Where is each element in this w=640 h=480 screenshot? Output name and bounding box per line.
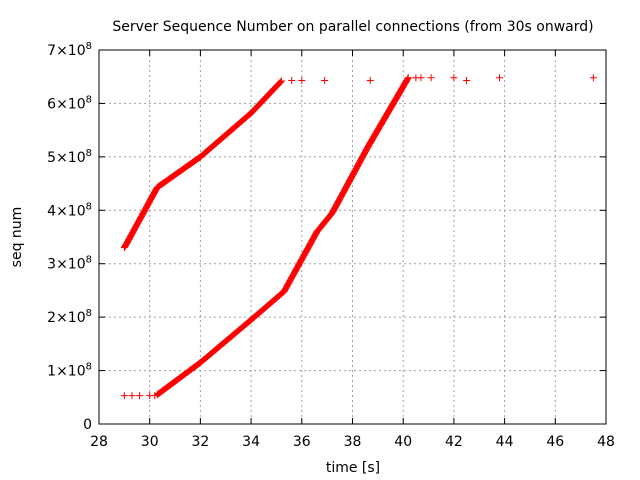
data-point [298,76,306,84]
data-point [128,392,136,400]
y-tick-exponent: 8 [86,148,92,159]
y-tick-exponent: 8 [86,308,92,319]
x-tick-label: 28 [90,434,108,450]
x-tick-label: 48 [597,434,615,450]
data-points [120,74,597,400]
y-tick-label: 1×108 [47,362,92,380]
x-tick-label: 40 [394,434,412,450]
x-tick-label: 34 [242,434,260,450]
data-point [366,76,374,84]
y-tick-mantissa: 3×10 [47,257,85,273]
x-tick-label: 46 [546,434,564,450]
x-tick-label: 36 [293,434,311,450]
x-tick-label: 30 [141,434,159,450]
y-tick-mantissa: 7×10 [47,43,85,59]
y-tick-label: 0 [83,417,92,433]
y-tick-mantissa: 0 [83,417,92,433]
data-point [288,76,296,84]
y-tick-exponent: 8 [86,362,92,373]
y-tick-label: 2×108 [47,308,92,326]
dense-segment-markers [120,77,286,252]
y-tick-mantissa: 1×10 [47,364,85,380]
y-tick-mantissa: 5×10 [47,150,85,166]
data-point [136,392,144,400]
y-tick-label: 5×108 [47,148,92,166]
data-point [321,76,329,84]
x-tick-label: 38 [344,434,362,450]
data-point [496,74,504,82]
x-tick-label: 42 [445,434,463,450]
data-point [151,392,159,400]
data-point [427,74,435,82]
y-tick-mantissa: 2×10 [47,310,85,326]
data-point [589,74,597,82]
y-tick-exponent: 8 [86,41,92,52]
axis-ticks: 28 30 32 34 36 38 40 42 44 46 4801×1082×1083×1084×… [47,41,615,450]
data-point [450,74,458,82]
y-tick-mantissa: 6×10 [47,96,85,112]
y-tick-exponent: 8 [86,255,92,266]
y-tick-label: 3×108 [47,255,92,273]
y-tick-mantissa: 4×10 [47,203,85,219]
dense-segment-markers [153,74,412,399]
x-tick-label: 44 [496,434,514,450]
x-tick-label: 32 [191,434,209,450]
y-tick-label: 6×108 [47,94,92,112]
x-axis-label: time [s] [326,460,380,476]
data-point [417,74,425,82]
chart-title: Server Sequence Number on parallel conne… [112,19,593,35]
data-point [120,392,128,400]
y-tick-label: 7×108 [47,41,92,59]
y-tick-exponent: 8 [86,201,92,212]
grid [99,50,606,424]
y-tick-label: 4×108 [47,201,92,219]
y-tick-exponent: 8 [86,94,92,105]
data-point [463,76,471,84]
y-axis-label: seq num [9,207,25,268]
